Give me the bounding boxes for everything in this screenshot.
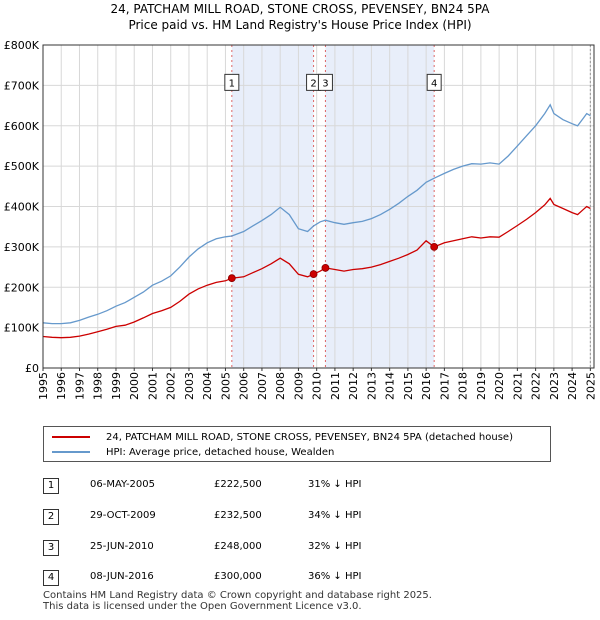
x-tick-label: 2003 xyxy=(183,372,196,400)
sale-label-box xyxy=(426,73,442,91)
sale-label-number: 2 xyxy=(310,78,316,89)
hpi-line xyxy=(42,103,591,325)
sale-date: 08-JUN-2016 xyxy=(90,571,154,582)
x-tick-label: 2022 xyxy=(530,372,543,400)
sale-label-number: 3 xyxy=(322,78,328,89)
y-tick-label: £600K xyxy=(4,120,40,133)
y-tick-label: £0 xyxy=(25,362,39,375)
table-row: 4 08-JUN-2016 £300,000 36% ↓ HPI xyxy=(0,566,600,586)
sale-point xyxy=(227,274,236,283)
y-tick-label: £200K xyxy=(4,281,40,294)
y-tick-label: £800K xyxy=(4,39,40,52)
sale-point xyxy=(430,242,439,251)
chart-subtitle: Price paid vs. HM Land Registry's House … xyxy=(128,18,472,32)
sale-hpi-diff: 34% ↓ HPI xyxy=(308,510,362,521)
sale-price: £300,000 xyxy=(214,571,262,582)
sale-date: 06-MAY-2005 xyxy=(90,479,156,490)
y-tick-label: £700K xyxy=(4,79,40,92)
x-tick-label: 1996 xyxy=(55,372,68,400)
x-tick-label: 2016 xyxy=(420,372,433,400)
x-tick-label: 2020 xyxy=(493,372,506,400)
sale-price: £222,500 xyxy=(214,479,262,490)
x-tick-label: 2025 xyxy=(584,372,597,400)
sale-hpi-diff: 32% ↓ HPI xyxy=(308,541,362,552)
y-tick-label: £500K xyxy=(4,160,40,173)
x-tick-label: 2012 xyxy=(347,372,360,400)
x-tick-label: 1999 xyxy=(110,372,123,400)
x-tick-label: 2001 xyxy=(146,372,159,400)
footer-copyright: Contains HM Land Registry data © Crown c… xyxy=(43,590,432,601)
x-tick-label: 2013 xyxy=(365,372,378,400)
legend-swatch-hpi xyxy=(52,451,90,453)
x-tick-label: 2007 xyxy=(256,372,269,400)
x-tick-label: 2009 xyxy=(292,372,305,400)
footer-license: This data is licensed under the Open Gov… xyxy=(43,601,362,612)
legend-swatch-property xyxy=(52,436,90,438)
table-row: 3 25-JUN-2010 £248,000 32% ↓ HPI xyxy=(0,536,600,556)
x-tick-label: 2008 xyxy=(274,372,287,400)
x-tick-label: 2015 xyxy=(402,372,415,400)
x-tick-label: 2017 xyxy=(438,372,451,400)
x-tick-label: 2011 xyxy=(329,372,342,400)
x-tick-label: 2019 xyxy=(475,372,488,400)
sale-marker-badge: 1 xyxy=(43,478,59,494)
x-tick-label: 2014 xyxy=(384,372,397,400)
x-tick-label: 2005 xyxy=(219,372,232,400)
legend-item-hpi: HPI: Average price, detached house, Weal… xyxy=(52,445,334,459)
sale-price: £248,000 xyxy=(214,541,262,552)
x-tick-label: 2010 xyxy=(311,372,324,400)
sale-date: 29-OCT-2009 xyxy=(90,510,156,521)
legend-label-property: 24, PATCHAM MILL ROAD, STONE CROSS, PEVE… xyxy=(106,431,513,443)
sale-marker-badge: 3 xyxy=(43,540,59,556)
x-tick-label: 2004 xyxy=(201,372,214,400)
x-tick-label: 2002 xyxy=(165,372,178,400)
x-tick-label: 2006 xyxy=(238,372,251,400)
x-tick-label: 2000 xyxy=(128,372,141,400)
x-tick-label: 1997 xyxy=(73,372,86,400)
y-tick-label: £300K xyxy=(4,241,40,254)
sale-point xyxy=(321,263,330,272)
sale-date: 25-JUN-2010 xyxy=(90,541,154,552)
legend-item-property: 24, PATCHAM MILL ROAD, STONE CROSS, PEVE… xyxy=(52,430,513,444)
table-row: 2 29-OCT-2009 £232,500 34% ↓ HPI xyxy=(0,505,600,525)
footer-attribution: Contains HM Land Registry data © Crown c… xyxy=(43,590,432,612)
chart-title-address: 24, PATCHAM MILL ROAD, STONE CROSS, PEVE… xyxy=(110,2,490,16)
sale-marker-badge: 2 xyxy=(43,509,59,525)
legend-label-hpi: HPI: Average price, detached house, Weal… xyxy=(106,446,335,458)
sale-marker-badge: 4 xyxy=(43,570,59,586)
sale-label-box xyxy=(224,73,240,91)
sale-price: £232,500 xyxy=(214,510,262,521)
chart-legend: 24, PATCHAM MILL ROAD, STONE CROSS, PEVE… xyxy=(43,426,551,462)
price-chart: 1 2 3 4 £0 £100K £200K £300K £400K £500K £600K £700… xyxy=(4,39,598,400)
y-tick-label: £400K xyxy=(4,201,40,214)
x-tick-label: 2018 xyxy=(457,372,470,400)
y-tick-label: £100K xyxy=(4,322,40,335)
sale-hpi-diff: 31% ↓ HPI xyxy=(308,479,362,490)
sale-label-box xyxy=(317,73,333,91)
x-tick-label: 2021 xyxy=(511,372,524,400)
sale-label-number: 1 xyxy=(229,78,235,89)
sale-point xyxy=(309,270,318,279)
x-tick-label: 1995 xyxy=(37,372,50,400)
x-tick-label: 1998 xyxy=(92,372,105,400)
plot-frame xyxy=(42,44,595,369)
sale-label-number: 4 xyxy=(431,78,437,89)
x-tick-label: 2024 xyxy=(566,372,579,400)
table-row: 1 06-MAY-2005 £222,500 31% ↓ HPI xyxy=(0,474,600,494)
x-tick-label: 2023 xyxy=(548,372,561,400)
sale-hpi-diff: 36% ↓ HPI xyxy=(308,571,362,582)
